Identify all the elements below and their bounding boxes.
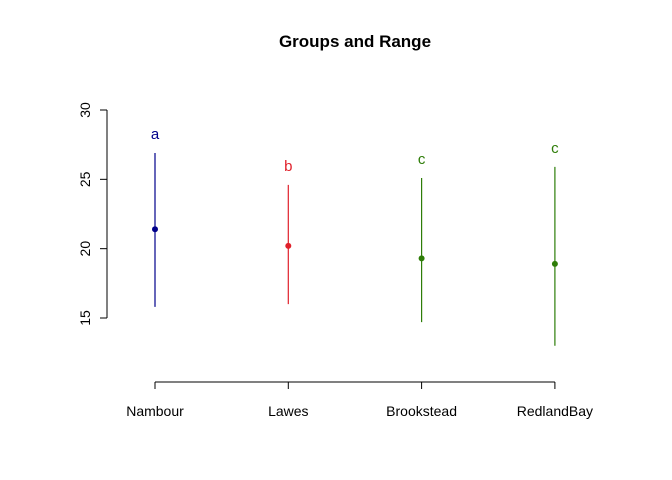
y-axis: 15 20 25 30 [77, 102, 108, 326]
mean-point [551, 260, 558, 267]
y-tick-label: 30 [77, 102, 93, 118]
mean-point [418, 255, 425, 262]
x-tick-label: RedlandBay [517, 403, 593, 419]
y-tick-label: 20 [77, 241, 93, 257]
x-tick-label: Lawes [268, 403, 308, 419]
x-tick-label: Brookstead [386, 403, 457, 419]
group-letter: b [284, 158, 292, 175]
plot-marks: a b c c [151, 126, 559, 346]
x-axis: Nambour Lawes Brookstead RedlandBay [126, 381, 593, 419]
chart-title: Groups and Range [279, 32, 431, 51]
y-tick-label: 25 [77, 171, 93, 187]
group-letter: c [551, 140, 559, 157]
mean-point [152, 226, 158, 233]
group-letter: a [151, 126, 160, 143]
y-tick-label: 15 [77, 310, 93, 326]
group-letter: c [418, 151, 426, 168]
x-tick-label: Nambour [126, 403, 184, 419]
mean-point [285, 242, 292, 249]
